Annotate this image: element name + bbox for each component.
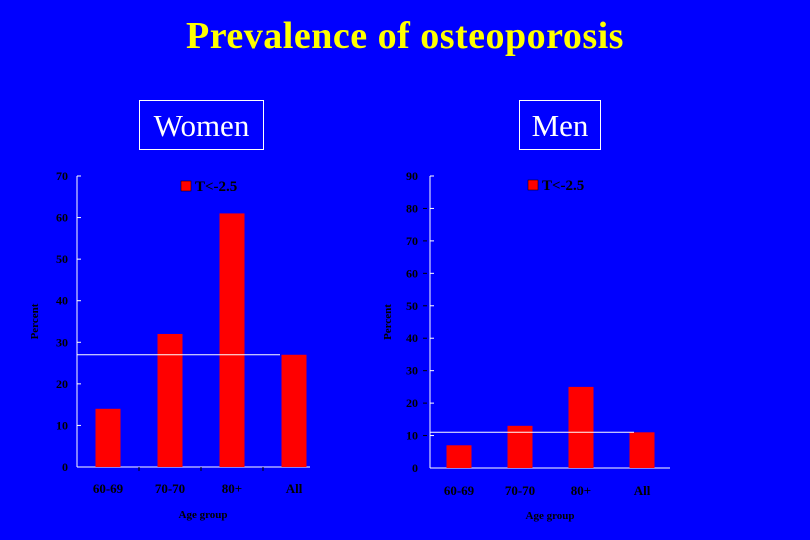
men-legend-label: T<-2.5 [542, 178, 584, 194]
women-x-tick-label: 60-69 [93, 481, 124, 496]
men-y-tick-label: 30 [406, 364, 418, 378]
women-y-tick-label: 40 [56, 294, 68, 308]
women-legend-label: T<-2.5 [195, 179, 237, 195]
men-x-tick-label: 60-69 [444, 483, 475, 498]
women-x-tick-label: All [286, 481, 303, 496]
men-y-tick-label: 60 [406, 266, 418, 280]
women-y-tick-label: 10 [56, 418, 68, 432]
women-y-tick-label: 30 [56, 335, 68, 349]
men-bar [446, 445, 472, 468]
men-y-tick-label: 20 [406, 396, 418, 410]
men-x-tick-label: All [634, 483, 651, 498]
women-y-axis-title: Percent [29, 303, 41, 339]
women-bar [219, 213, 245, 467]
women-bar [157, 333, 183, 467]
women-x-axis-title: Age group [179, 509, 228, 521]
men-x-tick-label: 70-70 [505, 483, 535, 498]
women-y-tick-label: 0 [62, 460, 68, 474]
women-y-tick-label: 60 [56, 211, 68, 225]
men-y-tick-label: 50 [406, 299, 418, 313]
men-x-tick-label: 80+ [571, 483, 591, 498]
panel-label-women: Women [139, 100, 264, 150]
men-y-tick-label: 70 [406, 234, 418, 248]
women-y-tick-label: 20 [56, 377, 68, 391]
men-y-tick-label: 10 [406, 429, 418, 443]
women-bar [281, 354, 307, 467]
men-x-axis-title: Age group [526, 510, 575, 522]
men-y-tick-label: 80 [406, 201, 418, 215]
men-y-axis-title: Percent [382, 304, 394, 340]
women-y-tick-label: 70 [56, 169, 68, 183]
women-x-tick-label: 80+ [222, 481, 242, 496]
men-bar [568, 386, 594, 468]
women-y-tick-label: 50 [56, 252, 68, 266]
women-legend-swatch [180, 180, 192, 192]
page-title: Prevalence of osteoporosis [186, 15, 624, 57]
men-bar [507, 425, 533, 468]
women-bar [95, 408, 121, 467]
men-legend-swatch [527, 179, 539, 191]
men-y-tick-label: 0 [412, 461, 418, 475]
women-x-tick-label: 70-70 [155, 481, 185, 496]
men-y-tick-label: 40 [406, 331, 418, 345]
men-y-tick-label: 90 [406, 169, 418, 183]
men-bar [629, 432, 655, 468]
panel-label-men: Men [519, 100, 601, 150]
